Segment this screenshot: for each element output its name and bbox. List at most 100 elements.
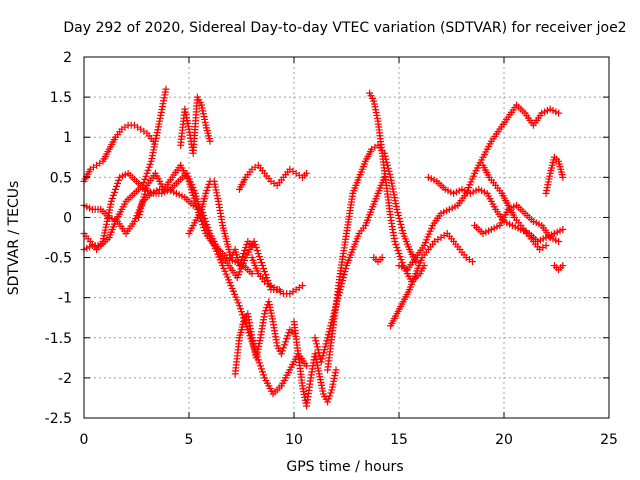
data-series-9 bbox=[235, 161, 311, 193]
data-point bbox=[391, 238, 399, 246]
data-point bbox=[238, 256, 245, 264]
data-point bbox=[318, 355, 326, 363]
data-point bbox=[260, 371, 268, 379]
y-axis-label: SDTVAR / TECUs bbox=[6, 181, 22, 296]
data-point bbox=[319, 352, 327, 360]
y-tick-label: -1.5 bbox=[45, 331, 72, 347]
data-point bbox=[141, 175, 149, 183]
data-point bbox=[398, 226, 406, 234]
data-point bbox=[107, 197, 115, 205]
data-point bbox=[559, 173, 567, 181]
data-point bbox=[200, 223, 208, 231]
data-point bbox=[298, 282, 306, 290]
data-point bbox=[259, 262, 266, 270]
data-point bbox=[280, 344, 287, 352]
data-point bbox=[469, 258, 476, 266]
data-point bbox=[321, 343, 329, 351]
axis-ticks bbox=[83, 56, 610, 419]
data-point bbox=[261, 310, 269, 318]
data-point bbox=[255, 359, 263, 367]
y-tick-label: 2 bbox=[63, 50, 72, 66]
data-series-13 bbox=[324, 141, 420, 374]
data-point bbox=[143, 169, 151, 177]
data-point bbox=[342, 265, 350, 273]
data-point bbox=[206, 137, 214, 145]
data-point bbox=[145, 163, 153, 171]
x-tick-label: 15 bbox=[390, 432, 408, 448]
data-point bbox=[109, 191, 117, 199]
data-point bbox=[332, 366, 340, 374]
y-tick-label: -0.5 bbox=[45, 251, 72, 267]
data-point bbox=[239, 253, 247, 261]
data-point bbox=[393, 205, 401, 213]
data-point bbox=[162, 85, 170, 93]
plot-frame bbox=[83, 56, 610, 419]
data-series-10 bbox=[248, 254, 306, 298]
data-point bbox=[340, 271, 348, 279]
data-point bbox=[323, 337, 331, 345]
data-point bbox=[394, 208, 402, 216]
data-point bbox=[303, 362, 311, 370]
data-point bbox=[284, 332, 292, 340]
data-point bbox=[397, 220, 405, 228]
data-point bbox=[236, 305, 244, 313]
data-point bbox=[142, 172, 150, 180]
data-point bbox=[314, 346, 322, 354]
data-point bbox=[320, 349, 328, 357]
y-tick-label: 1.5 bbox=[50, 90, 72, 106]
data-point bbox=[235, 302, 243, 310]
data-series-8 bbox=[231, 298, 298, 378]
data-point bbox=[254, 250, 262, 258]
data-point bbox=[303, 169, 311, 177]
data-point bbox=[393, 244, 401, 252]
data-point bbox=[313, 340, 321, 348]
data-point bbox=[253, 247, 261, 255]
y-tick-label: -2.5 bbox=[45, 411, 72, 427]
data-point bbox=[555, 109, 563, 117]
data-point bbox=[239, 311, 247, 319]
data-point bbox=[317, 358, 325, 366]
data-point bbox=[235, 262, 243, 270]
data-point bbox=[281, 341, 289, 349]
x-tick-label: 10 bbox=[285, 432, 303, 448]
data-point bbox=[378, 254, 386, 262]
data-point bbox=[542, 242, 550, 250]
data-point bbox=[324, 334, 332, 342]
y-tick-label: 1 bbox=[63, 130, 72, 146]
data-point bbox=[325, 395, 333, 403]
data-point bbox=[282, 338, 290, 346]
data-series-16 bbox=[387, 229, 476, 330]
data-point bbox=[256, 362, 264, 370]
grid-lines bbox=[84, 57, 609, 418]
data-point bbox=[261, 268, 269, 276]
data-series-5 bbox=[135, 161, 311, 398]
y-tick-label: -1 bbox=[58, 291, 72, 307]
data-point bbox=[262, 271, 270, 279]
data-point bbox=[242, 244, 250, 252]
data-point bbox=[203, 186, 211, 194]
data-series-15 bbox=[370, 254, 386, 266]
data-point bbox=[140, 178, 148, 186]
data-point bbox=[250, 238, 258, 246]
data-point bbox=[252, 244, 260, 252]
data-point bbox=[326, 392, 334, 400]
data-point bbox=[255, 253, 263, 261]
data-point bbox=[386, 170, 394, 178]
data-point bbox=[115, 176, 123, 184]
data-series-22 bbox=[550, 262, 567, 274]
data-point bbox=[392, 241, 400, 249]
data-point bbox=[395, 250, 403, 258]
data-series-20 bbox=[479, 161, 550, 254]
data-point bbox=[285, 329, 293, 337]
data-point bbox=[259, 368, 266, 376]
x-tick-labels: 0 5 10 15 20 25 bbox=[80, 432, 618, 448]
data-point bbox=[240, 250, 248, 258]
data-series-7 bbox=[185, 177, 256, 270]
y-tick-labels: -2.5 -2 -1.5 -1 -0.5 0 0.5 1 1.5 2 bbox=[45, 50, 72, 427]
x-axis-label: GPS time / hours bbox=[286, 459, 403, 475]
data-point bbox=[324, 398, 332, 406]
y-tick-label: -2 bbox=[58, 371, 72, 387]
data-point bbox=[322, 340, 330, 348]
y-tick-label: 0 bbox=[63, 210, 72, 226]
chart-title: Day 292 of 2020, Sidereal Day-to-day VTE… bbox=[63, 20, 626, 36]
